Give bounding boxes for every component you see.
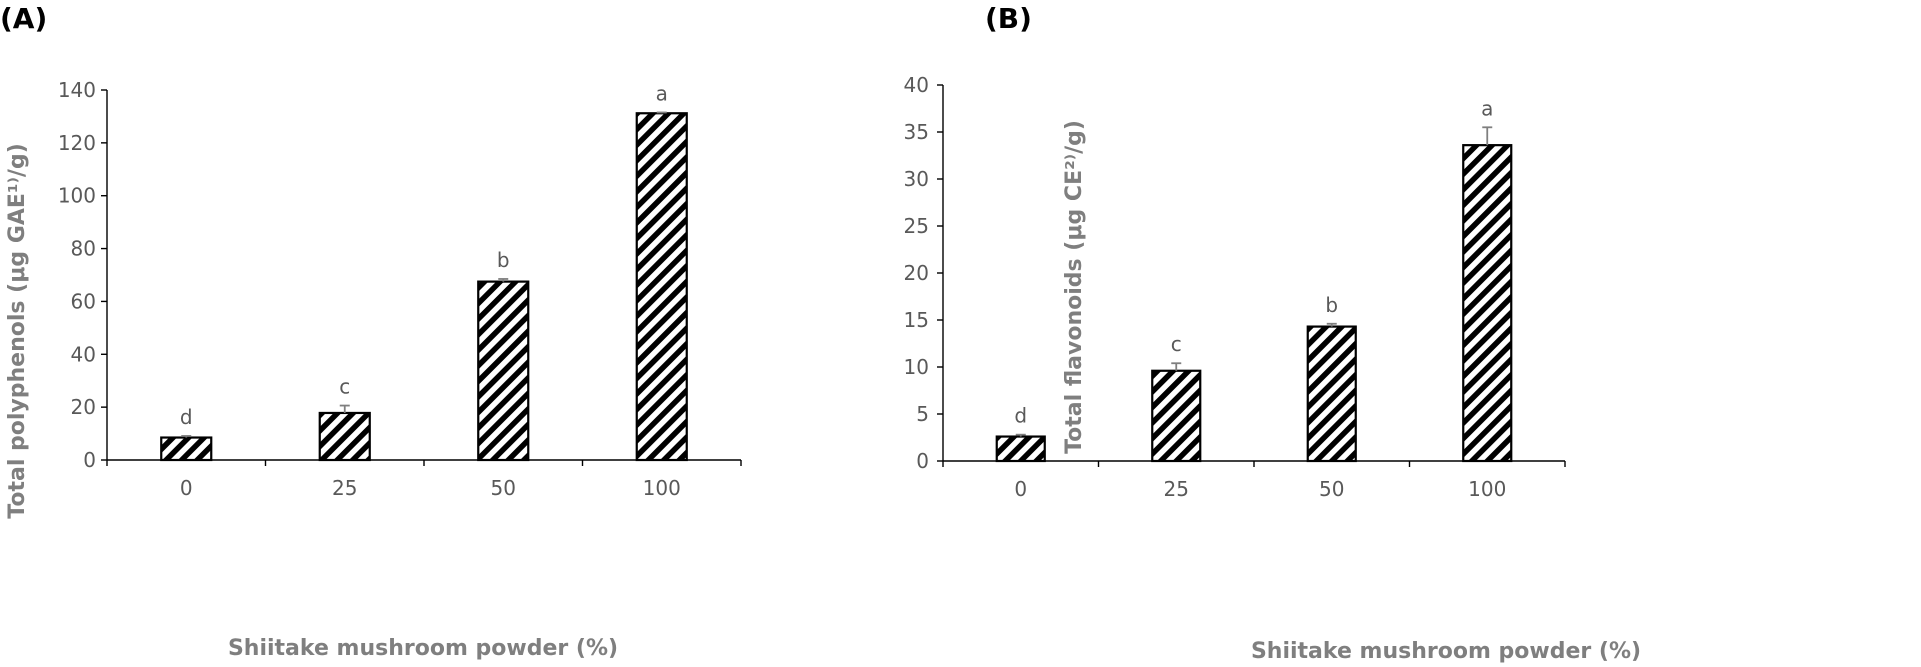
y-axis-title-b: Total flavonoids (μg CE²⁾/g) bbox=[1062, 120, 1087, 454]
bar-25 bbox=[318, 411, 371, 462]
y-tick-label: 35 bbox=[904, 120, 929, 144]
y-tick-label: 60 bbox=[71, 289, 96, 313]
y-tick-label: 100 bbox=[58, 184, 96, 208]
y-tick-label: 40 bbox=[904, 73, 929, 97]
plot-area-b: 0 5 10 15 20 25 30 35 40 d 0 c 25 b 50 a 100 bbox=[904, 73, 1566, 501]
x-tick-label: 25 bbox=[1164, 477, 1189, 501]
x-tick-label: 0 bbox=[180, 476, 193, 500]
bar-0 bbox=[160, 436, 213, 462]
x-tick-label: 50 bbox=[491, 476, 516, 500]
panel-label-a: (A) bbox=[0, 2, 47, 35]
x-tick-label: 100 bbox=[1468, 477, 1506, 501]
x-axis-title-a: Shiitake mushroom powder (%) bbox=[228, 636, 618, 661]
significance-letter: a bbox=[656, 81, 668, 105]
y-tick-label: 40 bbox=[71, 342, 96, 366]
x-tick-label: 50 bbox=[1319, 477, 1344, 501]
y-tick-label: 80 bbox=[71, 237, 96, 261]
chart-panel-b: (B) Total flavonoids (μg CE²⁾/g) Shiitak… bbox=[904, 2, 1642, 664]
significance-letter: b bbox=[497, 248, 510, 272]
panel-label-b: (B) bbox=[985, 2, 1032, 35]
y-axis-title-a: Total polyphenols (μg GAE¹⁾/g) bbox=[5, 143, 30, 518]
y-tick-label: 15 bbox=[904, 308, 929, 332]
y-tick-label: 0 bbox=[83, 448, 96, 472]
significance-letter: c bbox=[339, 375, 350, 399]
y-tick-label: 5 bbox=[916, 402, 929, 426]
bar-25 bbox=[1151, 369, 1202, 463]
y-tick-label: 30 bbox=[904, 167, 929, 191]
y-tick-label: 0 bbox=[916, 449, 929, 473]
y-tick-label: 20 bbox=[71, 395, 96, 419]
y-tick-label: 20 bbox=[904, 261, 929, 285]
significance-letter: a bbox=[1481, 96, 1493, 120]
x-tick-label: 25 bbox=[332, 476, 357, 500]
bar-0 bbox=[995, 435, 1046, 463]
bar-50 bbox=[477, 280, 530, 462]
significance-letter: b bbox=[1325, 293, 1338, 317]
bar-100 bbox=[635, 112, 688, 462]
bar-50 bbox=[1306, 325, 1357, 463]
bar-100 bbox=[1462, 144, 1513, 463]
y-tick-label: 25 bbox=[904, 214, 929, 238]
chart-panel-a: (A) Total polyphenols (μg GAE¹⁾/g) Shiit… bbox=[0, 2, 742, 661]
plot-area-a: 0 20 40 60 80 100 120 140 d 0 c 25 b 50 a 100 bbox=[58, 78, 742, 500]
y-tick-label: 10 bbox=[904, 355, 929, 379]
significance-letter: d bbox=[180, 405, 193, 429]
y-tick-label: 140 bbox=[58, 78, 96, 102]
x-tick-label: 0 bbox=[1014, 477, 1027, 501]
x-tick-label: 100 bbox=[643, 476, 681, 500]
significance-letter: c bbox=[1171, 332, 1182, 356]
x-axis-title-b: Shiitake mushroom powder (%) bbox=[1251, 639, 1641, 664]
y-tick-label: 120 bbox=[58, 131, 96, 155]
significance-letter: d bbox=[1014, 404, 1027, 428]
